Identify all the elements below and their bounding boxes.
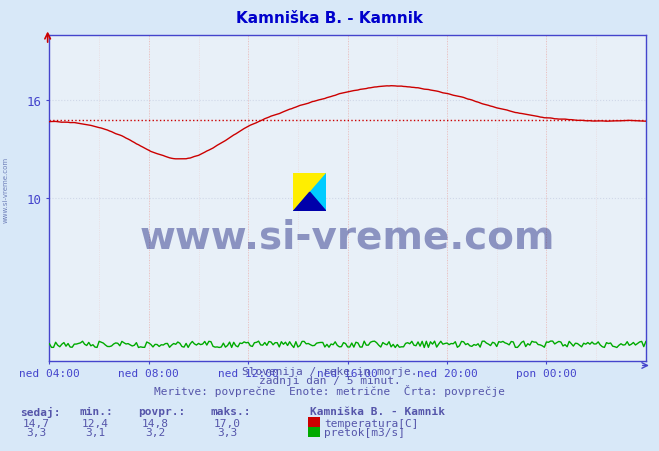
- Text: 3,2: 3,2: [145, 428, 165, 437]
- Text: 3,3: 3,3: [217, 428, 237, 437]
- Text: 3,1: 3,1: [86, 428, 105, 437]
- Text: Kamniška B. - Kamnik: Kamniška B. - Kamnik: [236, 11, 423, 26]
- Text: min.:: min.:: [79, 406, 113, 416]
- Text: pretok[m3/s]: pretok[m3/s]: [324, 428, 405, 437]
- Polygon shape: [293, 174, 326, 212]
- Text: 14,7: 14,7: [23, 418, 49, 428]
- Text: maks.:: maks.:: [211, 406, 251, 416]
- Polygon shape: [293, 193, 326, 212]
- Text: zadnji dan / 5 minut.: zadnji dan / 5 minut.: [258, 375, 401, 385]
- Text: temperatura[C]: temperatura[C]: [324, 418, 418, 428]
- Text: 3,3: 3,3: [26, 428, 46, 437]
- Text: 12,4: 12,4: [82, 418, 109, 428]
- Text: Meritve: povprečne  Enote: metrične  Črta: povprečje: Meritve: povprečne Enote: metrične Črta:…: [154, 384, 505, 396]
- Polygon shape: [293, 174, 326, 212]
- Text: Kamniška B. - Kamnik: Kamniška B. - Kamnik: [310, 406, 445, 416]
- Text: 14,8: 14,8: [142, 418, 168, 428]
- Text: www.si-vreme.com: www.si-vreme.com: [140, 218, 556, 256]
- Text: Slovenija / reke in morje.: Slovenija / reke in morje.: [242, 366, 417, 376]
- Text: www.si-vreme.com: www.si-vreme.com: [2, 156, 9, 222]
- Text: povpr.:: povpr.:: [138, 406, 186, 416]
- Text: 17,0: 17,0: [214, 418, 241, 428]
- Text: sedaj:: sedaj:: [20, 406, 60, 417]
